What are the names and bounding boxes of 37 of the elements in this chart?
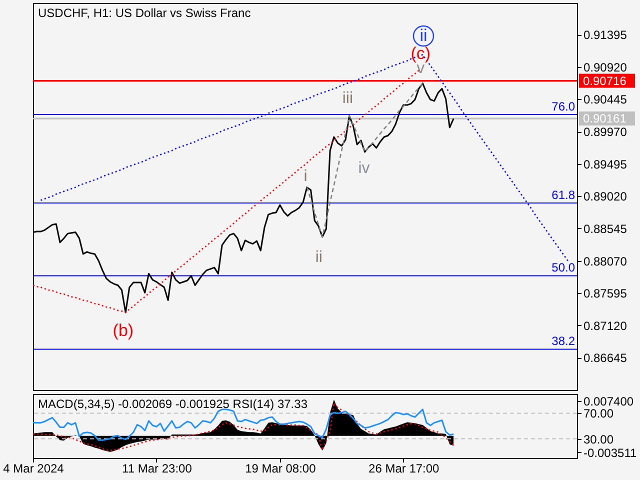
ref-line-label: 0.90716: [583, 74, 627, 88]
annotation: 61.8: [552, 188, 576, 202]
y2-tick-label: 70.00: [584, 406, 614, 421]
annotation: 50.0: [552, 260, 576, 275]
y-tick-label: 0.91395: [584, 28, 628, 42]
y-tick-label: 0.89495: [584, 157, 628, 172]
annotation: 76.0: [552, 100, 576, 114]
annotation: ii: [315, 249, 322, 266]
x-tick-label: 19 Mar 08:00: [245, 462, 316, 476]
line-series: [33, 408, 454, 441]
y-tick-label: 0.86645: [584, 351, 628, 366]
y2-tick-label: 30.00: [584, 432, 614, 446]
annotation: 38.2: [552, 334, 576, 348]
annotation: v: [416, 60, 425, 77]
chart-title: MACD(5,34,5) -0.002069 -0.001925 RSI(14) 37.33: [38, 397, 308, 411]
y-tick-label: 0.007400: [584, 394, 634, 409]
y-tick-label: 0.88545: [584, 222, 628, 236]
annotation: (b): [112, 321, 134, 340]
ref-line-label: 0.90161: [583, 112, 627, 126]
y-tick-label: 0.87120: [584, 318, 628, 333]
line-series: [306, 82, 424, 238]
annotation: i: [304, 168, 308, 185]
y-tick-label: 0.89020: [584, 190, 628, 204]
x-tick-label: 4 Mar 2024: [3, 462, 64, 476]
y-tick-label: 0.90920: [584, 60, 628, 74]
y-tick-label: 0.88070: [584, 254, 628, 268]
y-tick-label: 0.90445: [584, 92, 628, 107]
annotation: ii: [420, 26, 428, 45]
annotation: iii: [342, 90, 354, 107]
y-tick-label: 0.87595: [584, 286, 628, 301]
annotation: iv: [358, 160, 370, 177]
x-tick-label: 26 Mar 17:00: [368, 462, 440, 476]
x-tick-label: 11 Mar 23:00: [122, 462, 192, 476]
annotation: (c): [410, 44, 431, 63]
y-tick-label: 0.89970: [584, 125, 628, 140]
y-tick-label: -0.003511: [584, 446, 637, 460]
chart-title: USDCHF, H1: US Dollar vs Swiss Franc: [38, 6, 251, 20]
